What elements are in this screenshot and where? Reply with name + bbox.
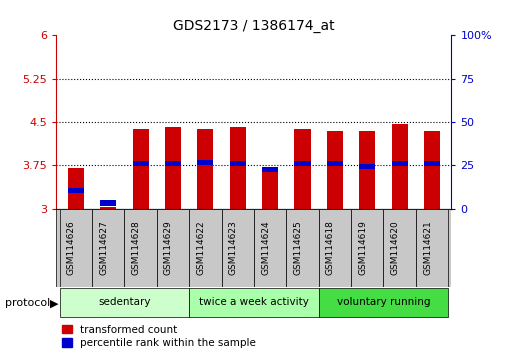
Text: GSM114620: GSM114620 xyxy=(390,221,400,275)
Bar xyxy=(56,209,451,287)
Bar xyxy=(359,131,376,209)
Bar xyxy=(198,160,213,165)
Bar xyxy=(391,124,408,209)
Text: sedentary: sedentary xyxy=(98,297,151,307)
Bar xyxy=(262,167,278,209)
Bar xyxy=(222,209,254,287)
Text: twice a week activity: twice a week activity xyxy=(199,297,309,307)
Text: protocol: protocol xyxy=(5,298,50,308)
Legend: transformed count, percentile rank within the sample: transformed count, percentile rank withi… xyxy=(62,325,256,348)
Text: GSM114626: GSM114626 xyxy=(67,221,76,275)
Bar xyxy=(286,209,319,287)
Bar xyxy=(319,209,351,287)
Text: GSM114629: GSM114629 xyxy=(164,221,173,275)
Bar xyxy=(383,209,416,287)
Bar xyxy=(327,161,343,166)
Bar xyxy=(125,209,157,287)
Bar xyxy=(294,161,310,166)
Text: GSM114618: GSM114618 xyxy=(326,221,335,275)
Bar xyxy=(424,161,440,166)
Bar xyxy=(254,209,286,287)
Text: GSM114625: GSM114625 xyxy=(293,221,303,275)
Bar xyxy=(351,209,383,287)
Bar xyxy=(294,129,310,209)
Bar xyxy=(92,209,125,287)
Bar xyxy=(68,169,84,209)
Text: GSM114621: GSM114621 xyxy=(423,221,432,275)
Bar xyxy=(424,131,440,209)
Bar xyxy=(189,288,319,317)
Bar xyxy=(189,209,222,287)
Bar xyxy=(359,164,376,169)
Bar xyxy=(165,127,181,209)
Bar xyxy=(132,161,149,166)
Bar xyxy=(319,288,448,317)
Bar xyxy=(262,167,278,172)
Text: voluntary running: voluntary running xyxy=(337,297,430,307)
Bar xyxy=(165,161,181,166)
Bar xyxy=(157,209,189,287)
Text: GSM114624: GSM114624 xyxy=(261,221,270,275)
Title: GDS2173 / 1386174_at: GDS2173 / 1386174_at xyxy=(173,19,335,33)
Bar xyxy=(327,131,343,209)
Text: GSM114627: GSM114627 xyxy=(99,221,108,275)
Bar xyxy=(60,209,92,287)
Text: GSM114622: GSM114622 xyxy=(196,221,205,275)
Bar xyxy=(68,188,84,193)
Text: GSM114628: GSM114628 xyxy=(132,221,141,275)
Text: GSM114619: GSM114619 xyxy=(358,221,367,275)
Text: GSM114623: GSM114623 xyxy=(229,221,238,275)
Bar xyxy=(230,127,246,209)
Bar xyxy=(230,161,246,166)
Bar xyxy=(60,288,189,317)
Bar xyxy=(100,206,116,209)
Text: ▶: ▶ xyxy=(50,298,59,308)
Bar xyxy=(391,161,408,166)
Bar xyxy=(416,209,448,287)
Bar xyxy=(198,129,213,209)
Bar xyxy=(100,200,116,206)
Bar xyxy=(132,129,149,209)
